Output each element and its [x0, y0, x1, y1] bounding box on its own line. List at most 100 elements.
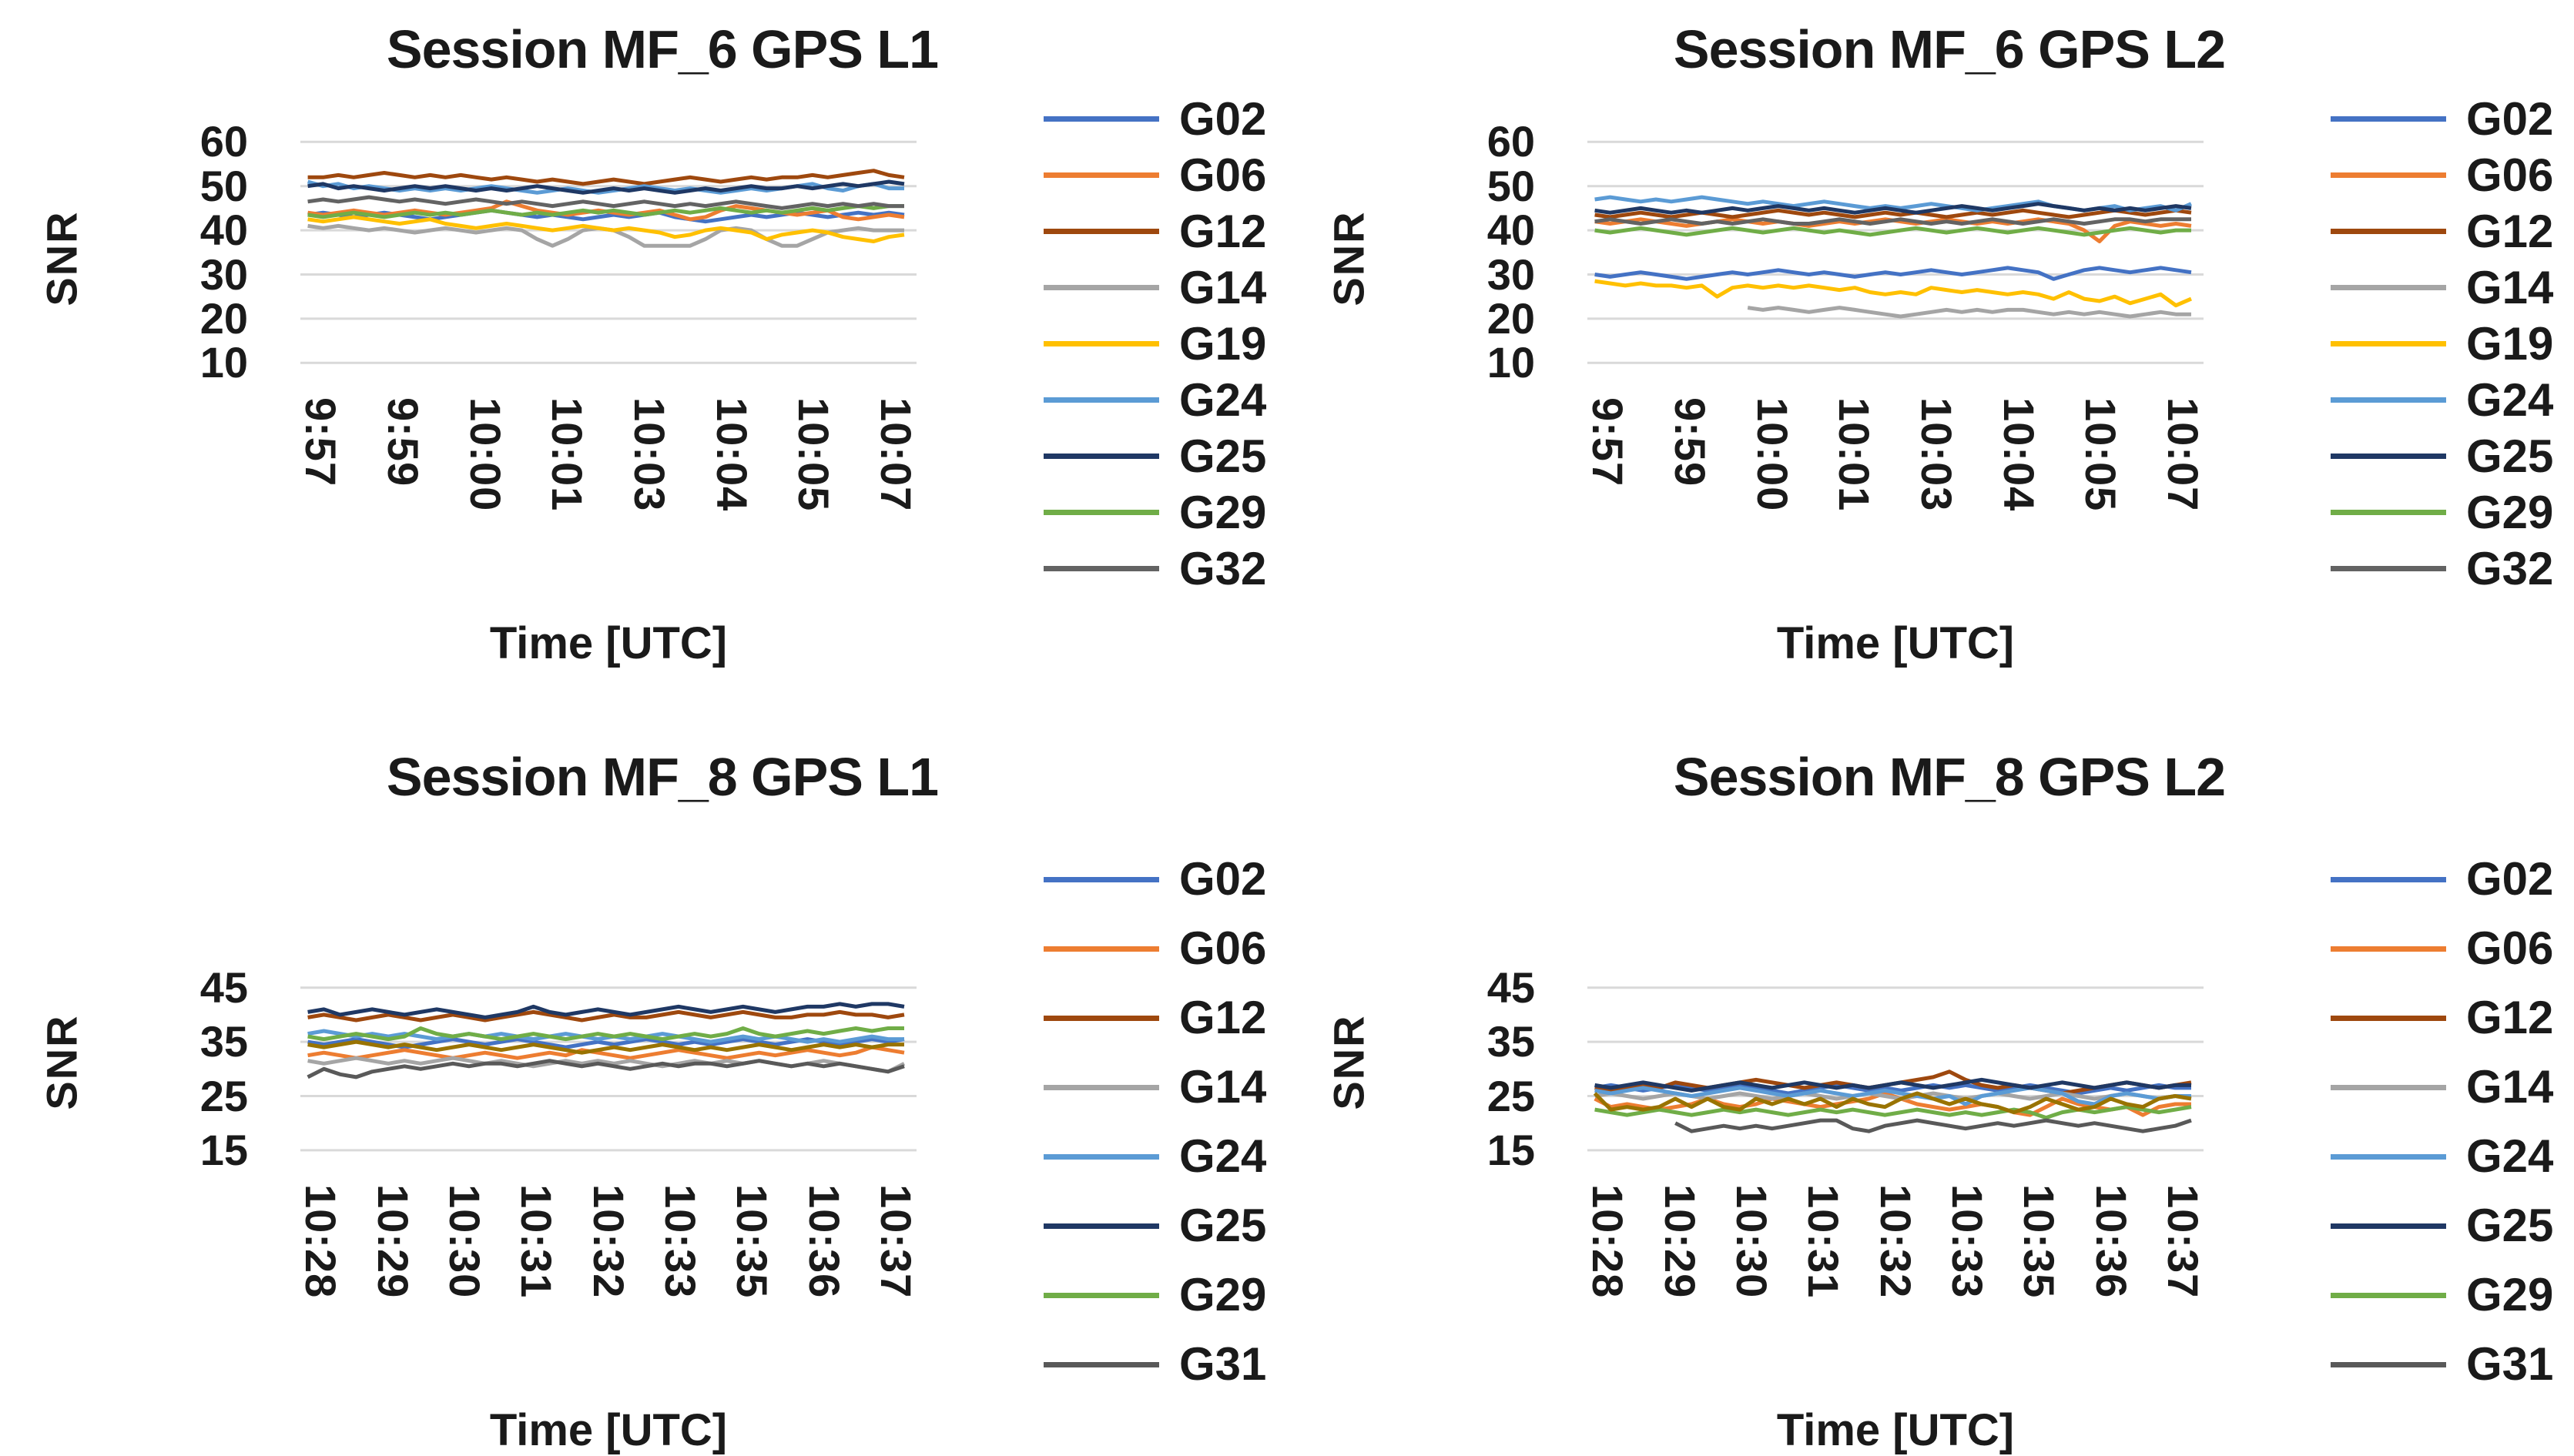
- x-tick-label: 10:05: [789, 397, 839, 512]
- legend-item-g02: G02: [1044, 845, 1266, 914]
- legend-label: G14: [1179, 1061, 1267, 1113]
- series-line-G12: [307, 1009, 905, 1023]
- legend-label: G06: [1179, 922, 1267, 974]
- y-tick-label: 45: [199, 962, 248, 1012]
- x-tick-label: 10:31: [512, 1184, 561, 1299]
- x-tick-label: 10:00: [461, 397, 510, 512]
- legend-label: G19: [2466, 317, 2554, 370]
- series-line-G12: [1594, 208, 2192, 219]
- y-axis-title: SNR: [37, 1014, 86, 1110]
- x-tick-label: 9:57: [297, 397, 346, 487]
- legend-label: G12: [1179, 992, 1267, 1043]
- x-tick-label: 10:07: [871, 397, 920, 512]
- x-tick-label: 10:28: [1584, 1184, 1633, 1299]
- x-tick-label: 10:35: [728, 1184, 777, 1299]
- y-tick-label: 35: [1486, 1017, 1535, 1066]
- plot-area: [300, 140, 917, 364]
- legend-label: G19: [1179, 317, 1267, 370]
- legend-label: G29: [2466, 486, 2554, 538]
- chart-title: Session MF_6 GPS L2: [1673, 19, 2226, 79]
- x-axis-ticks: 10:28 10:29 10:30 10:31 10:32 10:33 10:35 10:36…: [297, 1172, 920, 1403]
- x-axis-title: Time [UTC]: [489, 618, 728, 668]
- x-tick-label: 10:31: [1799, 1184, 1848, 1299]
- legend-line-swatch: [2331, 1153, 2446, 1160]
- legend-label: G25: [1179, 430, 1267, 482]
- legend-line-swatch: [1044, 946, 1159, 952]
- legend-label: G02: [1179, 92, 1267, 145]
- legend-label: G29: [2466, 1269, 2554, 1320]
- legend-line-swatch: [1044, 172, 1159, 178]
- x-tick-label: 9:57: [1584, 397, 1633, 487]
- x-tick-label: 10:28: [297, 1184, 346, 1299]
- series-line-G25: [307, 1002, 905, 1019]
- series-line-G29: [307, 204, 904, 219]
- legend-item-g02: G02: [2331, 91, 2553, 147]
- legend-line-swatch: [2331, 566, 2446, 571]
- y-tick-label: 35: [199, 1017, 248, 1066]
- x-tick-label: 10:00: [1748, 397, 1797, 512]
- series-line-G25: [1594, 1077, 2191, 1093]
- x-tick-label: 10:36: [799, 1184, 849, 1299]
- y-axis-ticks: 60 50 40 30 20 10: [1410, 120, 1557, 387]
- legend-label: G12: [2466, 992, 2554, 1043]
- y-tick-label: 50: [199, 161, 248, 210]
- legend-line-swatch: [2331, 397, 2446, 403]
- legend-label: G25: [1179, 1200, 1267, 1251]
- legend-label: G12: [1179, 205, 1267, 257]
- legend-label: G25: [2466, 430, 2554, 482]
- legend-item-g29: G29: [2331, 484, 2553, 541]
- legend-item-g02: G02: [2331, 845, 2553, 914]
- plot-wrap: 10:28 10:29 10:30 10:31 10:32 10:33 10:35 10:36…: [297, 952, 920, 1456]
- legend: G02 G06 G12 G14 G24 G25 G29 G31: [1044, 845, 1266, 1399]
- series-line-G06: [307, 1045, 905, 1060]
- legend-line-swatch: [1044, 566, 1159, 571]
- legend-label: G14: [2466, 261, 2554, 313]
- legend-line-swatch: [2331, 454, 2446, 459]
- series-line-G32: [307, 195, 904, 210]
- y-tick-label: 10: [1486, 338, 1535, 387]
- legend-item-g14: G14: [1044, 259, 1266, 316]
- x-tick-label: 9:59: [1666, 397, 1714, 487]
- x-tick-label: 10:37: [871, 1184, 920, 1299]
- legend-item-g25: G25: [1044, 1191, 1266, 1260]
- x-tick-label: 9:59: [379, 397, 427, 487]
- legend-line-swatch: [1044, 510, 1159, 515]
- legend-item-g06: G06: [1044, 147, 1266, 203]
- x-tick-label: 10:37: [2158, 1184, 2207, 1299]
- y-tick-label: 60: [1486, 117, 1535, 166]
- plot-wrap: 10:28 10:29 10:30 10:31 10:32 10:33 10:35 10:36…: [1584, 952, 2207, 1456]
- legend-item-g19: G19: [1044, 316, 1266, 372]
- series-line-G29: [1594, 226, 2191, 237]
- y-axis-title: SNR: [1324, 209, 1373, 306]
- legend-item-g24: G24: [1044, 1122, 1266, 1191]
- x-axis-ticks: 10:28 10:29 10:30 10:31 10:32 10:33 10:35 10:36…: [1584, 1172, 2207, 1403]
- legend-label: G24: [1179, 1130, 1267, 1182]
- legend-item-g29: G29: [2331, 1260, 2553, 1330]
- series-line-G29: [1594, 1105, 2192, 1120]
- legend-label: G02: [2466, 853, 2554, 905]
- x-tick-label: 10:30: [441, 1184, 489, 1299]
- series-line-G19: [1594, 279, 2192, 308]
- x-tick-label: 10:04: [1994, 397, 2043, 512]
- series-line-G29: [307, 1026, 904, 1042]
- y-tick-label: 60: [199, 117, 248, 166]
- legend-item-g12: G12: [2331, 203, 2553, 259]
- series-line-G25: [307, 179, 905, 195]
- legend-label: G02: [2466, 92, 2554, 145]
- legend-item-g31: G31: [1044, 1330, 1266, 1399]
- legend-label: G06: [2466, 922, 2554, 974]
- chart-title: Session MF_6 GPS L1: [386, 19, 939, 79]
- x-axis-ticks: 9:57 9:59 10:00 10:01 10:03 10:04 10:05 10:07: [297, 385, 920, 616]
- plot-area: [300, 986, 917, 1152]
- x-tick-label: 10:07: [2158, 397, 2207, 512]
- legend-label: G24: [2466, 373, 2554, 426]
- legend: G02 G06 G12 G14 G19 G24 G25 G29 G32: [2331, 91, 2553, 597]
- legend-item-g12: G12: [1044, 203, 1266, 259]
- y-tick-label: 50: [1486, 161, 1535, 210]
- legend-item-g32: G32: [2331, 541, 2553, 597]
- legend-item-g02: G02: [1044, 91, 1266, 147]
- legend-line-swatch: [2331, 946, 2446, 952]
- legend-line-swatch: [2331, 510, 2446, 515]
- plot-area: [1587, 986, 2204, 1152]
- legend-line-swatch: [2331, 172, 2446, 178]
